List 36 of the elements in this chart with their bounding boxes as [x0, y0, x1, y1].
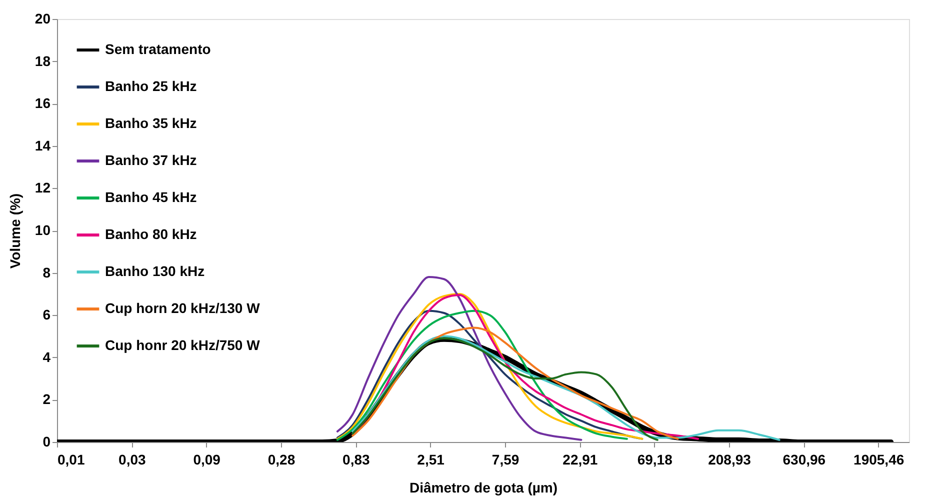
legend-label: Banho 35 kHz: [105, 115, 197, 131]
x-tick-label: 0,83: [342, 452, 370, 468]
y-tick-label: 16: [34, 95, 51, 112]
y-tick-label: 20: [34, 10, 51, 26]
line-series: [336, 276, 582, 441]
x-tick-label: 22,91: [562, 452, 598, 468]
y-tick-label: 12: [34, 180, 51, 196]
x-tick-label: 208,93: [708, 452, 752, 468]
x-tick-label: 69,18: [637, 452, 673, 468]
y-axis-title: Volume (%): [6, 193, 23, 269]
legend-label: Banho 25 kHz: [105, 78, 197, 94]
y-tick-label: 2: [42, 391, 51, 408]
x-tick-label: 0,28: [268, 452, 296, 468]
x-axis-title: Diâmetro de gota (µm): [409, 480, 558, 496]
x-tick-label: 7,59: [492, 452, 520, 468]
legend-label: Banho 130 kHz: [105, 263, 205, 279]
y-tick-label: 8: [42, 264, 51, 280]
y-tick-label: 14: [34, 137, 51, 154]
legend-label: Banho 37 kHz: [105, 152, 197, 168]
x-tick-label: 1905,46: [854, 452, 904, 468]
x-tick-label: 0,03: [118, 452, 146, 468]
y-tick-label: 10: [34, 222, 51, 238]
legend-label: Cup honr 20 kHz/750 W: [105, 337, 261, 353]
x-tick-label: 0,01: [58, 452, 85, 468]
y-tick-label: 6: [42, 306, 51, 323]
x-tick-label: 630,96: [782, 452, 826, 468]
y-tick-label: 4: [42, 348, 51, 365]
x-tick-label: 0,09: [193, 452, 221, 468]
legend-label: Sem tratamento: [105, 41, 211, 57]
legend-label: Cup horn 20 kHz/130 W: [105, 300, 261, 316]
legend-label: Banho 45 kHz: [105, 189, 197, 205]
y-tick-label: 18: [34, 52, 51, 69]
x-tick-label: 2,51: [417, 452, 445, 468]
line-series: [352, 337, 658, 441]
legend-label: Banho 80 kHz: [105, 226, 197, 242]
y-tick-label: 0: [42, 434, 51, 450]
